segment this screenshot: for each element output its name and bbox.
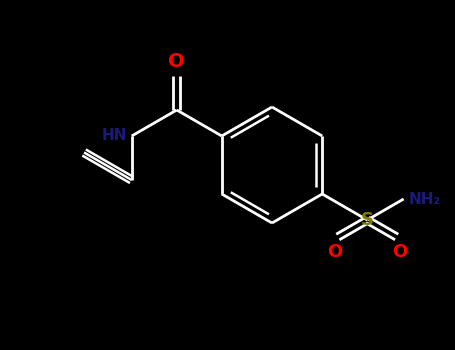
Text: NH₂: NH₂ xyxy=(409,191,441,206)
Text: S: S xyxy=(361,211,374,229)
Text: O: O xyxy=(392,243,407,261)
Text: O: O xyxy=(168,52,185,71)
Text: O: O xyxy=(327,243,343,261)
Text: HN: HN xyxy=(101,128,126,143)
